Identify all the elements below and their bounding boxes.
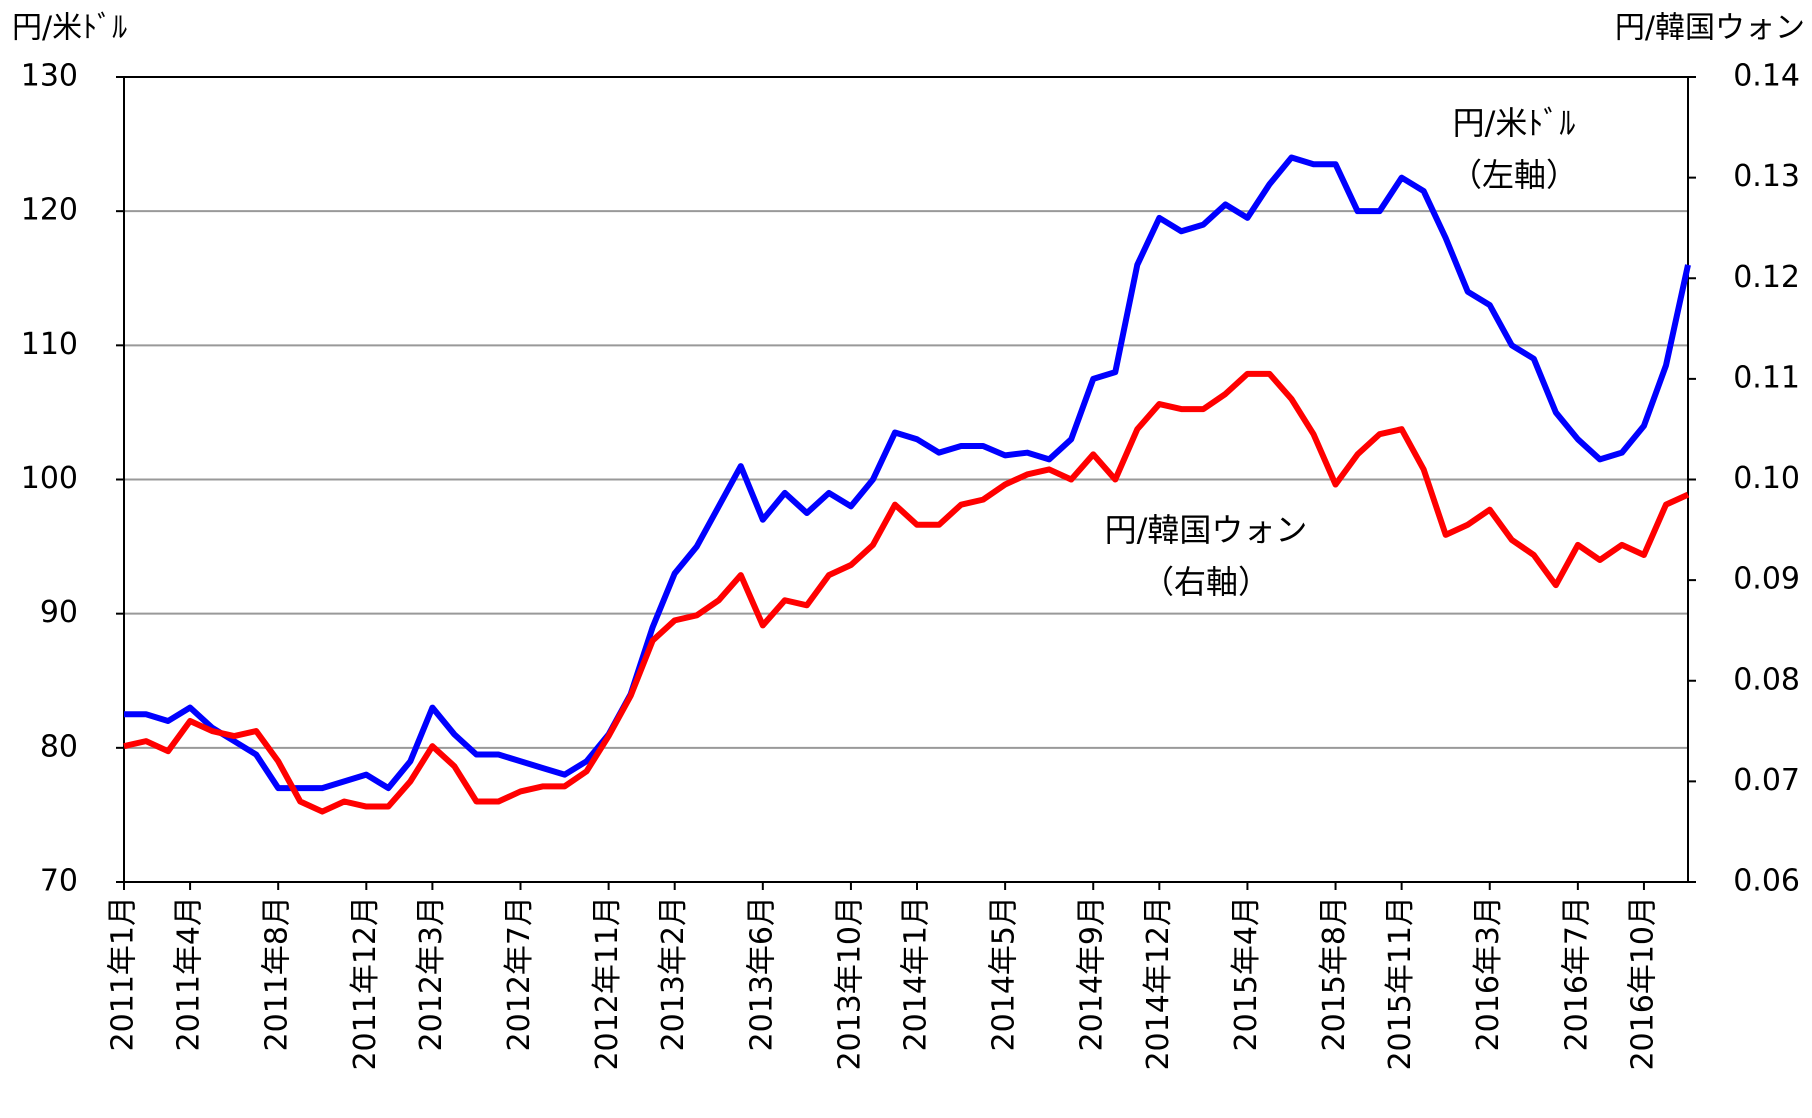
x-tick-label: 2013年2月 <box>656 896 691 1051</box>
series-line <box>123 370 1690 815</box>
x-tick-label: 2016年7月 <box>1559 896 1594 1051</box>
x-tick-label: 2011年4月 <box>172 896 207 1051</box>
x-tick-label: 2016年10月 <box>1625 896 1660 1071</box>
x-tick-label: 2016年3月 <box>1471 896 1506 1051</box>
series-annotation: （左軸） <box>1450 156 1578 194</box>
series-line <box>124 154 1691 792</box>
y2-tick-label: 0.11 <box>1733 360 1800 395</box>
x-tick-label: 2013年6月 <box>744 896 779 1051</box>
y2-tick-label: 0.06 <box>1733 864 1800 899</box>
x-tick-label: 2012年7月 <box>502 896 537 1051</box>
series-annotation: 円/韓国ウォン <box>1105 511 1308 549</box>
y2-tick-label: 0.14 <box>1733 59 1800 94</box>
x-tick-label: 2012年11月 <box>590 896 625 1071</box>
x-tick-label: 2015年11月 <box>1383 896 1418 1071</box>
x-tick-label: 2012年3月 <box>414 896 449 1051</box>
x-tick-label: 2015年8月 <box>1317 896 1352 1051</box>
y2-tick-label: 0.09 <box>1733 562 1800 597</box>
plot-frame <box>123 76 1689 883</box>
x-tick-label: 2015年4月 <box>1229 896 1264 1051</box>
x-tick-label: 2014年12月 <box>1141 896 1176 1071</box>
x-tick-label: 2011年12月 <box>348 896 383 1071</box>
y2-tick-label: 0.07 <box>1733 763 1800 798</box>
x-tick-label: 2014年5月 <box>987 896 1022 1051</box>
y-axis-title: 円/米ﾄﾞﾙ <box>12 11 127 46</box>
y2-tick-label: 0.10 <box>1733 461 1800 496</box>
y-tick-label: 70 <box>40 864 78 899</box>
series-annotation: 円/米ﾄﾞﾙ <box>1453 104 1576 142</box>
y2-axis-title: 円/韓国ウォン <box>1615 11 1805 46</box>
x-tick-label: 2013年10月 <box>832 896 867 1071</box>
y-tick-label: 80 <box>40 729 78 764</box>
y-tick-label: 100 <box>21 461 78 496</box>
y2-tick-label: 0.13 <box>1733 159 1800 194</box>
y-tick-label: 110 <box>21 327 78 362</box>
y2-tick-label: 0.08 <box>1733 662 1800 697</box>
x-tick-label: 2011年1月 <box>106 896 141 1051</box>
y-tick-label: 130 <box>21 59 78 94</box>
y-tick-label: 120 <box>21 193 78 228</box>
x-tick-label: 2014年9月 <box>1075 896 1110 1051</box>
y-tick-label: 90 <box>40 595 78 630</box>
series-annotation: （右軸） <box>1142 563 1270 601</box>
y2-tick-label: 0.12 <box>1733 260 1800 295</box>
x-tick-label: 2011年8月 <box>260 896 295 1051</box>
x-tick-label: 2014年1月 <box>899 896 934 1051</box>
